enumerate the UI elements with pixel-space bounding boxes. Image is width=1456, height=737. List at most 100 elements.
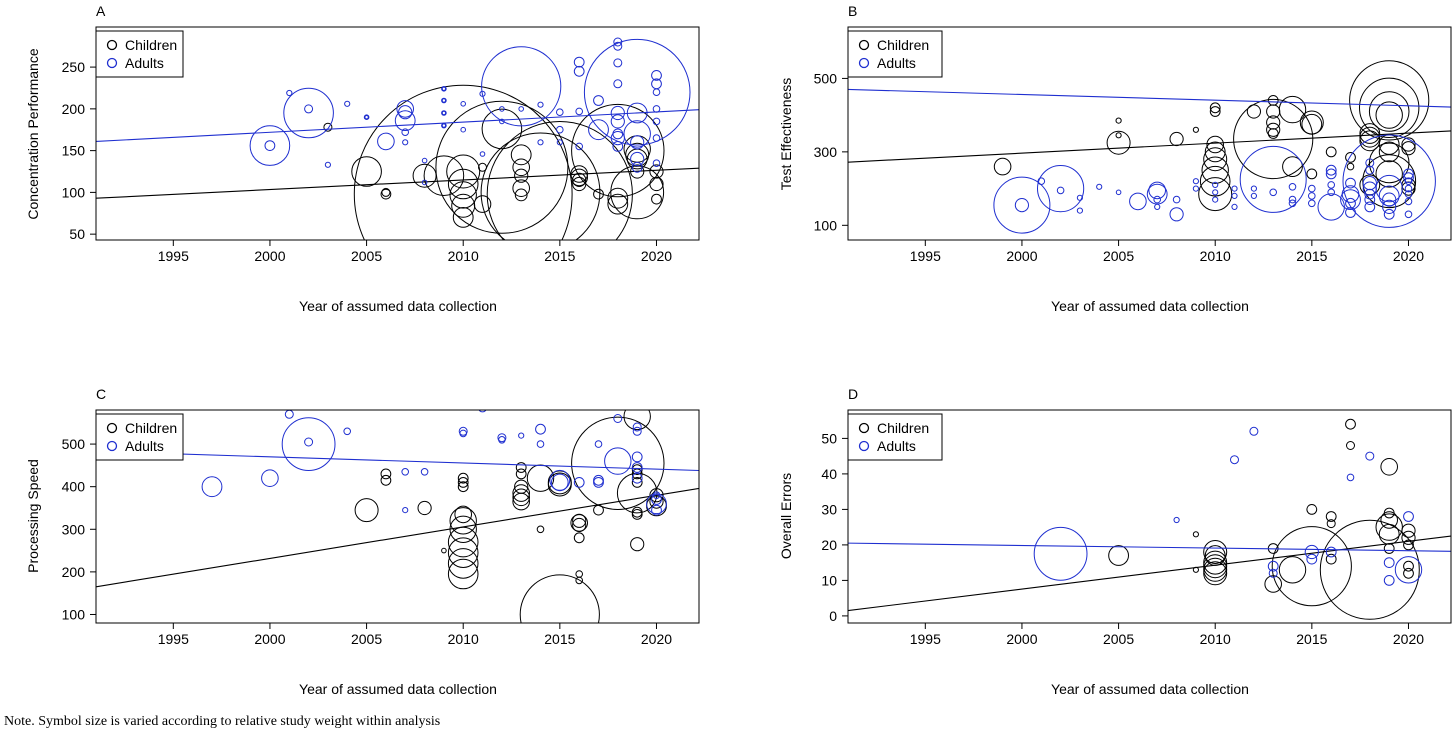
panel-a-x-tick-label: 2005	[351, 248, 382, 264]
panel-d-children-point	[1380, 458, 1398, 476]
panel-b-frame	[847, 26, 1452, 241]
panel-d-x-tick-label: 2010	[1200, 631, 1231, 647]
panel-d-x-tick-label: 2020	[1393, 631, 1424, 647]
panel-b-adults-point	[1382, 199, 1397, 214]
panel-c-children-point	[447, 537, 479, 569]
panel-a-adults-point	[556, 139, 563, 146]
panel-b-adults-point	[1325, 164, 1337, 176]
panel-d-children-point	[1203, 561, 1228, 586]
panel-a-children-point	[649, 164, 664, 179]
panel-d-y-tick-label: 50	[821, 430, 837, 446]
panel-a-adults-point	[249, 125, 291, 166]
panel-b-children-trend-line	[848, 130, 1451, 163]
panel-c-adults-point	[631, 462, 643, 473]
panel-b-legend-children-symbol	[858, 39, 870, 51]
panel-d-children-point	[1203, 550, 1228, 575]
panel-b-y-tick-label: 100	[814, 217, 838, 233]
panel-a-children-point	[473, 195, 492, 213]
panel-c-adults-point	[401, 468, 410, 476]
panel-a-children-point	[435, 100, 569, 234]
panel-b-adults-point	[1148, 181, 1166, 200]
panel-a-adults-point	[610, 105, 625, 121]
panel-b-x-tick-label: 2010	[1200, 248, 1231, 264]
panel-d-x-tick-label: 2015	[1296, 631, 1327, 647]
panel-c-adults-point	[201, 476, 223, 498]
panel-c-adults-point	[594, 440, 603, 448]
panel-c-children-point	[380, 468, 392, 480]
panel-c-legend-box	[95, 413, 184, 461]
panel-b-children-point	[1115, 117, 1122, 124]
panel-c-adults-point	[631, 472, 643, 484]
panel-b-adults-point	[1327, 188, 1335, 197]
panel-a-adults-point	[460, 126, 467, 133]
panel-b-children-point	[1267, 128, 1279, 139]
panel-a-plot-area	[96, 37, 699, 240]
panel-d-y-tick-label: 30	[821, 501, 837, 517]
panel-c-children-point	[447, 558, 479, 590]
panel-c: C Year of assumed data collection Proces…	[25, 386, 700, 697]
panel-a-y-tick-label: 100	[62, 184, 86, 200]
panel-a-adults-point	[651, 70, 662, 81]
panel-b-children-point	[1246, 104, 1262, 119]
panel-c-x-tick-label: 2000	[254, 631, 285, 647]
panel-c-adults-point	[632, 426, 642, 436]
panel-b-adults-point	[1383, 208, 1395, 220]
panel-d-children-point	[1345, 418, 1356, 430]
panel-a-children-point	[446, 154, 481, 189]
panel-d-children-point	[1203, 557, 1228, 582]
panel-b-children-point	[1359, 77, 1420, 139]
panel-c-adults-point	[536, 440, 545, 448]
panel-c-adults-point	[631, 451, 643, 463]
panel-a-adults-point	[610, 114, 625, 129]
panel-c-children-point	[631, 509, 643, 520]
panel-a-adults-point	[518, 106, 525, 112]
panel-c-adults-point	[651, 504, 662, 516]
panel-a-adults-point	[573, 56, 585, 68]
panel-b-adults-point	[1362, 176, 1377, 191]
panel-a-children-point	[651, 193, 662, 205]
panel-c-legend-children: Children	[125, 420, 177, 436]
panel-c-children-point	[547, 472, 572, 497]
panel-b-adults-point	[1115, 189, 1122, 196]
panel-c-frame	[95, 409, 700, 624]
panel-b-adults-trend-line	[848, 88, 1451, 108]
panel-a-adults-point	[499, 118, 505, 125]
panel-a-adults-point	[401, 128, 410, 136]
panel-b-adults-point	[1364, 201, 1376, 213]
panel-b-adults-point	[1037, 165, 1085, 213]
panel-a-adults-point	[264, 140, 276, 152]
panel-d-plot-area	[848, 418, 1451, 620]
panel-a-adults-point	[652, 105, 661, 113]
panel-b-children-point	[1198, 177, 1233, 212]
panel-a-adults-point	[499, 106, 505, 112]
panel-c-children-point	[449, 507, 477, 535]
panel-a-legend-children: Children	[125, 37, 177, 53]
panel-b-adults-point	[1076, 207, 1084, 214]
panel-b-adults-point	[1365, 165, 1375, 175]
panel-a-children-point	[572, 172, 587, 187]
panel-a-adults-point	[421, 157, 428, 164]
panel-b-adults-point	[1129, 192, 1147, 211]
panel-c-children-point	[575, 576, 584, 585]
panel-d-adults-point	[1346, 473, 1355, 482]
panel-a-adults-point	[537, 101, 544, 108]
panel-b-adults-point	[993, 176, 1051, 234]
panel-d-children-point	[1264, 575, 1282, 593]
panel-a-adults-point	[441, 110, 447, 116]
panel-b-adults-point	[1364, 188, 1376, 200]
panel-c-adults-point	[651, 494, 662, 505]
panel-d-y-tick-label: 10	[821, 572, 837, 588]
panel-b-children-point	[1203, 147, 1228, 172]
panel-a-adults-point	[394, 110, 416, 131]
panel-c-adults-point	[652, 491, 661, 500]
panel-b-adults-point	[1269, 188, 1277, 197]
panel-d-x-tick-label: 2005	[1103, 631, 1134, 647]
panel-a-children-point	[351, 156, 382, 187]
panel-a-adults-point	[441, 97, 447, 104]
panel-b-children-point	[1115, 132, 1122, 139]
panel-d-y-tick-label: 0	[829, 608, 837, 624]
panel-d-adults-point	[1230, 455, 1239, 465]
panel-b: B Year of assumed data collection Test E…	[778, 3, 1452, 314]
panel-d: D Year of assumed data collection Overal…	[778, 386, 1452, 697]
panel-a-x-tick-label: 2000	[254, 248, 285, 264]
